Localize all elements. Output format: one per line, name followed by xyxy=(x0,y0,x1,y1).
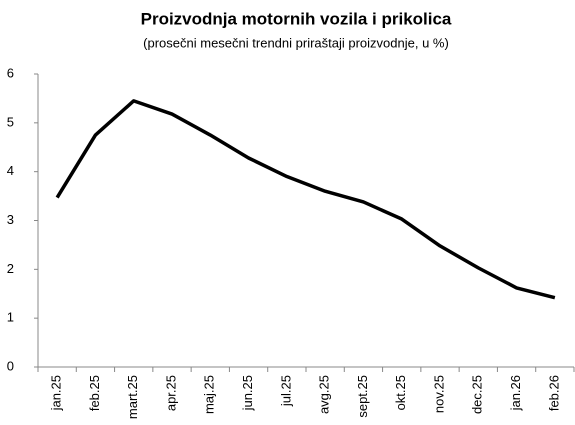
y-tick-label: 3 xyxy=(7,212,14,227)
x-tick-label: jan.25 xyxy=(49,375,64,411)
x-tick-label: jun.25 xyxy=(240,375,255,411)
line-series xyxy=(55,99,556,300)
x-tick-label: apr.25 xyxy=(163,375,178,411)
x-tick-label: sept.25 xyxy=(355,375,370,418)
x-tick-label: jul.25 xyxy=(278,375,293,407)
y-tick-label: 0 xyxy=(7,358,14,373)
y-tick-label: 6 xyxy=(7,65,14,80)
y-tick-label: 1 xyxy=(7,310,14,325)
x-tick-label: avg.25 xyxy=(317,375,332,414)
chart-subtitle: (prosečni mesečni trendni priraštaji pro… xyxy=(143,35,449,50)
chart-title: Proizvodnja motornih vozila i prikolica xyxy=(141,9,452,28)
x-tick-label: mart.25 xyxy=(125,375,140,419)
x-tick-label: maj.25 xyxy=(202,375,217,414)
y-tick-label: 5 xyxy=(7,114,14,129)
x-tick-label: feb.26 xyxy=(546,375,561,411)
x-tick-label: nov.25 xyxy=(431,375,446,413)
x-tick-label: feb.25 xyxy=(87,375,102,411)
x-tick-label: jan.26 xyxy=(508,375,523,411)
y-tick-label: 2 xyxy=(7,261,14,276)
x-tick-label: okt.25 xyxy=(393,375,408,410)
y-tick-label: 4 xyxy=(7,163,14,178)
x-tick-label: dec.25 xyxy=(470,375,485,414)
